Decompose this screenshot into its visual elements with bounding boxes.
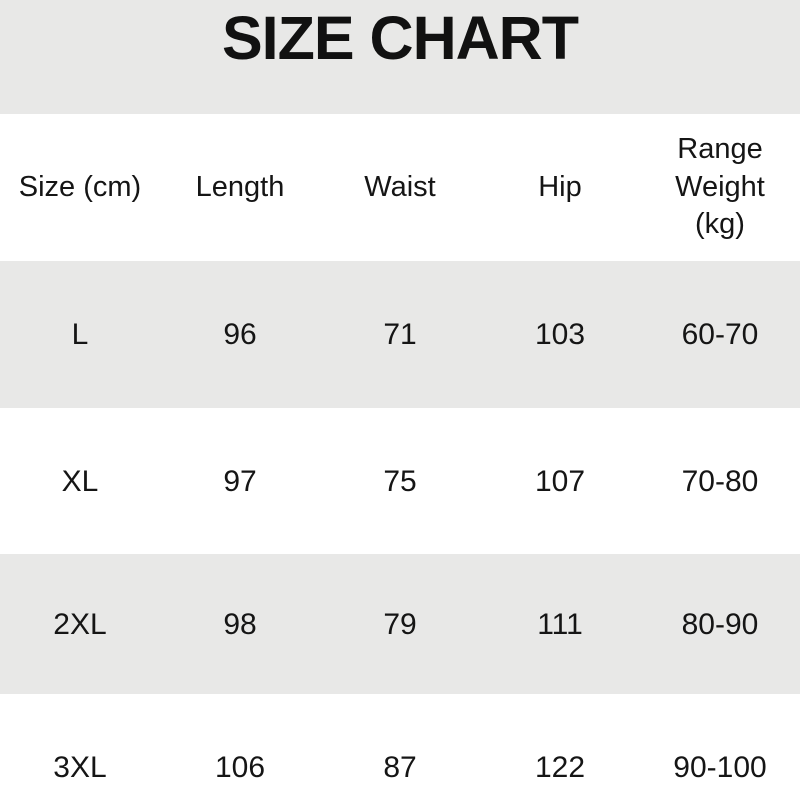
table-row-xl: XL 97 75 107 70-80	[0, 408, 800, 554]
hip-cell: 103	[534, 318, 586, 351]
waist-cell: 79	[383, 607, 417, 641]
weight-range-cell: 60-70	[681, 318, 759, 351]
col-header-weight-range-label: Range Weight (kg)	[675, 132, 765, 241]
col-header-length: Length	[160, 114, 320, 261]
hip-cell: 111	[537, 607, 583, 641]
weight-range-cell: 70-80	[681, 464, 759, 498]
waist-cell: 87	[383, 750, 417, 784]
hip-cell: 122	[534, 750, 586, 784]
title-band: SIZE CHART	[0, 0, 800, 114]
table-header-row: Size (cm) Length Waist Hip Range Weight …	[0, 114, 800, 261]
weight-range-cell: 80-90	[681, 607, 759, 641]
table-row-3xl: 3XL 106 87 122 90-100	[0, 694, 800, 800]
col-header-size-label: Size (cm)	[18, 170, 142, 203]
length-cell: 97	[223, 464, 257, 498]
col-header-weight-range: Range Weight (kg)	[640, 114, 800, 261]
size-cell: L	[71, 318, 89, 351]
col-header-length-label: Length	[195, 170, 285, 203]
col-header-waist-label: Waist	[364, 170, 436, 203]
table-row-l: L 96 71 103 60-70	[0, 261, 800, 408]
page-title: SIZE CHART	[222, 4, 579, 72]
col-header-hip: Hip	[480, 114, 640, 261]
hip-cell: 107	[534, 464, 586, 498]
length-cell: 98	[223, 607, 257, 641]
size-table: Size (cm) Length Waist Hip Range Weight …	[0, 114, 800, 800]
length-cell: 96	[223, 318, 257, 351]
weight-range-cell: 90-100	[673, 750, 767, 784]
table-row-2xl: 2XL 98 79 111 80-90	[0, 554, 800, 694]
waist-cell: 71	[383, 318, 417, 351]
length-cell: 106	[214, 750, 266, 784]
size-cell: XL	[61, 464, 99, 498]
col-header-hip-label: Hip	[538, 170, 582, 203]
col-header-size: Size (cm)	[0, 114, 160, 261]
size-cell: 2XL	[53, 607, 107, 641]
size-cell: 3XL	[53, 750, 107, 784]
col-header-waist: Waist	[320, 114, 480, 261]
waist-cell: 75	[383, 464, 417, 498]
